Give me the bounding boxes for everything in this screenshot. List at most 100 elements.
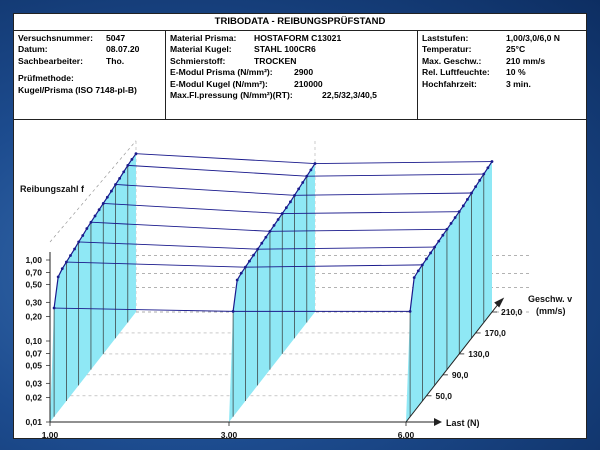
label: Material Kugel: — [170, 44, 232, 55]
report-panel: TRIBODATA - REIBUNGSPRÜFSTAND Versuchsnu… — [13, 13, 587, 439]
value: 210 mm/s — [506, 55, 546, 66]
series-point — [69, 254, 72, 257]
cross-line — [245, 264, 423, 268]
value: 25°C — [506, 44, 526, 55]
z-axis — [405, 301, 501, 423]
series-point — [289, 200, 292, 204]
value: 2900 — [294, 67, 314, 78]
series-point — [293, 193, 296, 197]
cross-line — [269, 228, 447, 232]
label: Prüfmethode: — [18, 73, 74, 84]
series-point — [466, 197, 469, 201]
label: Laststufen: — [422, 33, 469, 43]
cross-line — [257, 246, 435, 250]
series-area-2 — [406, 161, 492, 422]
cross-line — [127, 164, 307, 177]
series-point — [280, 212, 284, 215]
series-point — [272, 223, 276, 227]
y-tick-label: 0,50 — [25, 279, 42, 289]
series-point — [110, 189, 113, 193]
z-axis-label-unit: (mm/s) — [536, 306, 566, 316]
series-point — [235, 278, 239, 282]
cross-line — [78, 241, 258, 250]
x-tick-label: 6,00 — [398, 430, 415, 438]
y-tick-label: 0,30 — [25, 297, 42, 307]
series-point — [470, 191, 473, 195]
series-point — [126, 163, 130, 167]
cross-line — [54, 307, 234, 312]
series-point — [85, 227, 89, 230]
series-area-0 — [50, 153, 136, 422]
cross-line — [135, 153, 316, 165]
value: 1,00/3,0/6,0 N — [506, 33, 560, 43]
value: 210000 — [294, 78, 323, 89]
label: E-Modul Kugel (N/mm²): — [170, 78, 268, 89]
label: Schmierstoff: — [170, 55, 226, 66]
series-point — [486, 166, 490, 170]
label: Sachbearbeiter: — [18, 55, 83, 66]
series-point — [56, 275, 60, 279]
z-tick-label: 130,0 — [468, 349, 490, 359]
label: Material Prisma: — [170, 33, 237, 43]
x-axis-label: Last (N) — [446, 418, 480, 428]
series-point — [284, 206, 288, 210]
value: 3 min. — [506, 78, 531, 89]
value: 22,5/32,3/40,5 — [322, 90, 377, 101]
y-tick-label: 0,07 — [25, 349, 42, 359]
series-point — [239, 271, 243, 275]
z-tick-label: 170,0 — [485, 328, 507, 338]
series-point — [97, 208, 101, 212]
series-point — [490, 160, 494, 163]
series-point — [297, 187, 301, 191]
z-tick-label: 50,0 — [435, 391, 452, 401]
y-tick-label: 0,03 — [25, 378, 42, 388]
series-point — [461, 204, 465, 208]
series-point — [457, 210, 461, 214]
y-tick-label: 0,05 — [25, 360, 42, 370]
value: Tho. — [106, 55, 125, 66]
series-point — [81, 234, 85, 237]
series-point — [130, 157, 134, 161]
series-point — [433, 245, 437, 249]
value: 10 % — [506, 67, 526, 78]
series-point — [276, 218, 280, 221]
test-info-box: Versuchsnummer: 5047 Datum: 08.07.20 Sachb… — [14, 30, 166, 120]
cross-line — [282, 211, 460, 215]
cross-line — [103, 203, 283, 215]
x-tick-label: 3,00 — [221, 430, 238, 438]
label: Versuchsnummer: — [18, 33, 93, 43]
value: 08.07.20 — [106, 44, 140, 55]
cross-line — [294, 192, 472, 196]
series-point — [134, 152, 138, 156]
series-point — [474, 185, 478, 189]
series-point — [60, 267, 64, 271]
cross-line — [306, 173, 484, 177]
cross-line — [90, 221, 270, 232]
label: Hochfahrzeit: — [422, 78, 477, 89]
x-tick-label: 1,00 — [42, 430, 59, 438]
series-point — [64, 260, 68, 264]
x-axis-arrow — [434, 418, 442, 426]
material-info-box: Material Prisma: HOSTAFORM C13021 Materia… — [166, 30, 418, 120]
series-point — [309, 168, 313, 172]
series-point — [122, 170, 126, 174]
z-axis-label: Geschw. v — [528, 294, 572, 304]
label: E-Modul Prisma (N/mm²): — [170, 67, 273, 78]
value: HOSTAFORM C13021 — [254, 33, 342, 43]
series-point — [437, 239, 441, 243]
y-tick-label: 0,01 — [25, 417, 42, 427]
series-point — [118, 176, 122, 180]
series-point — [412, 276, 416, 280]
y-tick-label: 0,10 — [25, 336, 42, 346]
cross-line — [115, 184, 295, 196]
series-point — [260, 241, 264, 245]
series-point — [453, 216, 457, 219]
y-axis-label: Reibungszahl f — [20, 184, 85, 194]
y-tick-label: 0,02 — [25, 393, 42, 403]
value: STAHL 100CR6 — [254, 44, 316, 55]
series-area-1 — [229, 163, 315, 422]
z-axis-arrow — [494, 297, 505, 308]
series-point — [449, 222, 453, 225]
series-point — [93, 214, 97, 218]
cross-line — [314, 161, 493, 165]
